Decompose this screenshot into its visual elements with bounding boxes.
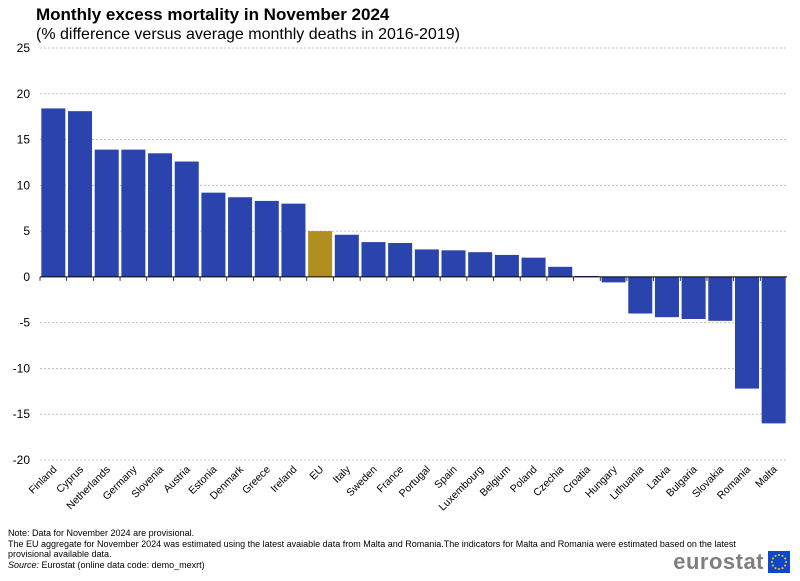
bar-malta — [761, 276, 786, 424]
bar-eu — [308, 231, 333, 277]
bar-slovakia — [708, 276, 733, 321]
x-tick-label: EU — [307, 464, 326, 483]
chart-subtitle: (% difference versus average monthly dea… — [36, 26, 460, 43]
bar-slovenia — [148, 153, 173, 277]
x-tick-label: Belgium — [478, 463, 513, 498]
bar-estonia — [201, 192, 226, 277]
y-tick-label: 25 — [17, 41, 31, 55]
note-line-2: The EU aggregate for November 2024 was e… — [8, 538, 736, 549]
note-line-1: Note: Data for November 2024 are provisi… — [8, 528, 195, 538]
bar-ireland — [281, 203, 306, 277]
bar-spain — [441, 250, 466, 277]
y-tick-label: -5 — [19, 316, 30, 330]
y-tick-label: 15 — [17, 133, 31, 147]
eu-flag-icon — [768, 551, 790, 573]
y-tick-label: 0 — [23, 270, 30, 284]
x-tick-label: Italy — [331, 463, 354, 486]
bar-denmark — [228, 197, 253, 277]
bar-netherlands — [94, 149, 119, 277]
x-tick-label: Ireland — [268, 464, 299, 495]
x-tick-label: Finland — [27, 464, 60, 497]
bar-cyprus — [68, 111, 93, 277]
bar-chart: 2520151050-5-10-15-20FinlandCyprusNether… — [13, 41, 787, 513]
bar-germany — [121, 149, 146, 277]
x-tick-label: Greece — [240, 464, 273, 497]
y-tick-label: -20 — [13, 453, 31, 467]
y-tick-label: 10 — [17, 178, 31, 192]
y-tick-label: -15 — [13, 407, 31, 421]
bar-czechia — [548, 266, 573, 277]
y-tick-label: -10 — [13, 361, 31, 375]
bar-lithuania — [628, 276, 653, 314]
bar-finland — [41, 108, 66, 277]
bar-france — [388, 243, 413, 277]
chart-notes: Note: Data for November 2024 are provisi… — [8, 528, 788, 570]
bar-romania — [734, 276, 759, 389]
bar-bulgaria — [681, 276, 706, 320]
logo-text: eurostat — [673, 549, 764, 574]
bar-austria — [174, 161, 199, 277]
eurostat-logo: eurostat — [673, 549, 790, 575]
source-label: Source: — [8, 559, 40, 570]
bar-belgium — [494, 254, 519, 277]
y-tick-label: 5 — [23, 224, 30, 238]
bar-hungary — [601, 276, 626, 283]
y-tick-label: 20 — [17, 87, 31, 101]
bar-luxembourg — [468, 252, 493, 277]
bar-portugal — [414, 249, 439, 277]
chart-title: Monthly excess mortality in November 202… — [36, 5, 390, 24]
bar-poland — [521, 257, 546, 277]
bar-latvia — [654, 276, 679, 318]
note-line-3: provisional available data. — [8, 549, 112, 559]
source-line: Source: Eurostat (online data code: demo… — [8, 560, 788, 571]
bar-sweden — [361, 242, 386, 277]
bar-greece — [254, 200, 279, 277]
x-tick-label: Malta — [753, 464, 780, 491]
bar-italy — [334, 234, 359, 277]
source-text: Eurostat (online data code: demo_mexrt) — [39, 559, 205, 570]
